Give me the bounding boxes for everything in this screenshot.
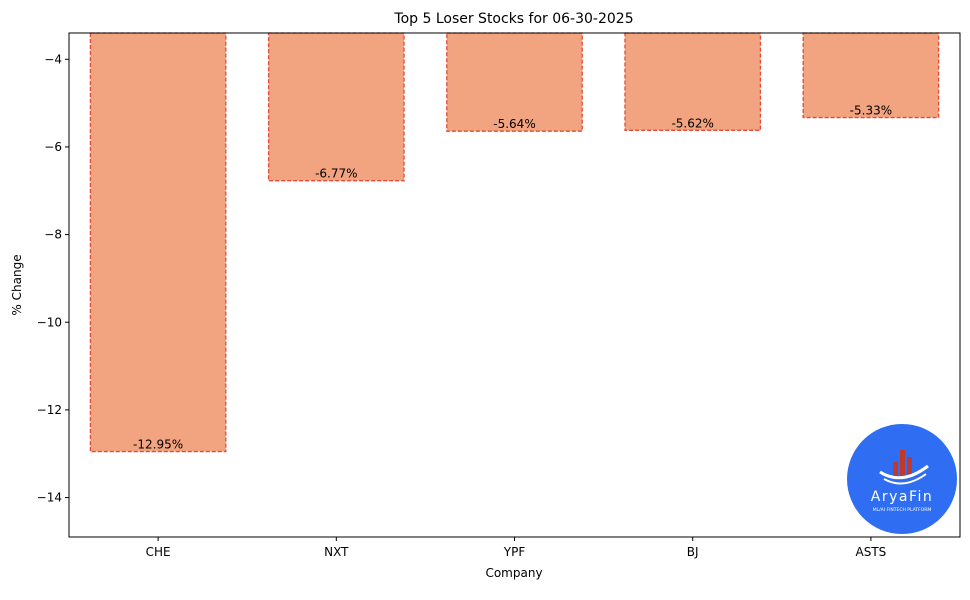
y-tick-label: −8 (44, 228, 62, 242)
bar-bj (624, 32, 762, 131)
data-label-ypf: -5.64% (493, 117, 535, 131)
bars-group (89, 32, 940, 453)
aryafin-logo: AryaFin ML/AI FINTECH PLATFORM (847, 424, 957, 534)
x-axis: CHE NXT YPF BJ ASTS (146, 537, 887, 559)
data-label-bj: -5.62% (671, 116, 713, 130)
y-tick-label: −12 (37, 403, 62, 417)
data-label-che: -12.95% (133, 438, 183, 452)
y-axis: −4 −6 −8 −10 −12 −14 (37, 52, 69, 505)
x-tick-label-ypf: YPF (503, 545, 526, 559)
y-tick-label: −4 (44, 52, 62, 66)
data-label-nxt: -6.77% (315, 167, 357, 181)
logo-tagline: ML/AI FINTECH PLATFORM (873, 507, 932, 513)
y-tick-label: −6 (44, 140, 62, 154)
data-label-asts: -5.33% (850, 104, 892, 118)
y-tick-label: −10 (37, 315, 62, 329)
x-tick-label-asts: ASTS (856, 545, 887, 559)
bar-ypf (446, 32, 583, 132)
bar-chart-swoosh-icon (879, 450, 929, 485)
y-tick-label: −14 (37, 491, 62, 505)
y-axis-title: % Change (10, 254, 24, 315)
chart-title: Top 5 Loser Stocks for 06-30-2025 (393, 11, 633, 27)
x-axis-title: Company (485, 566, 542, 580)
x-tick-label-nxt: NXT (324, 545, 349, 559)
data-labels-group: -12.95% -6.77% -5.64% -5.62% -5.33% (133, 104, 892, 452)
bar-che (89, 32, 227, 453)
logo-name: AryaFin (871, 489, 934, 505)
x-tick-label-che: CHE (146, 545, 171, 559)
bar-asts (802, 32, 940, 119)
x-tick-label-bj: BJ (687, 545, 699, 559)
bar-nxt (267, 32, 405, 182)
